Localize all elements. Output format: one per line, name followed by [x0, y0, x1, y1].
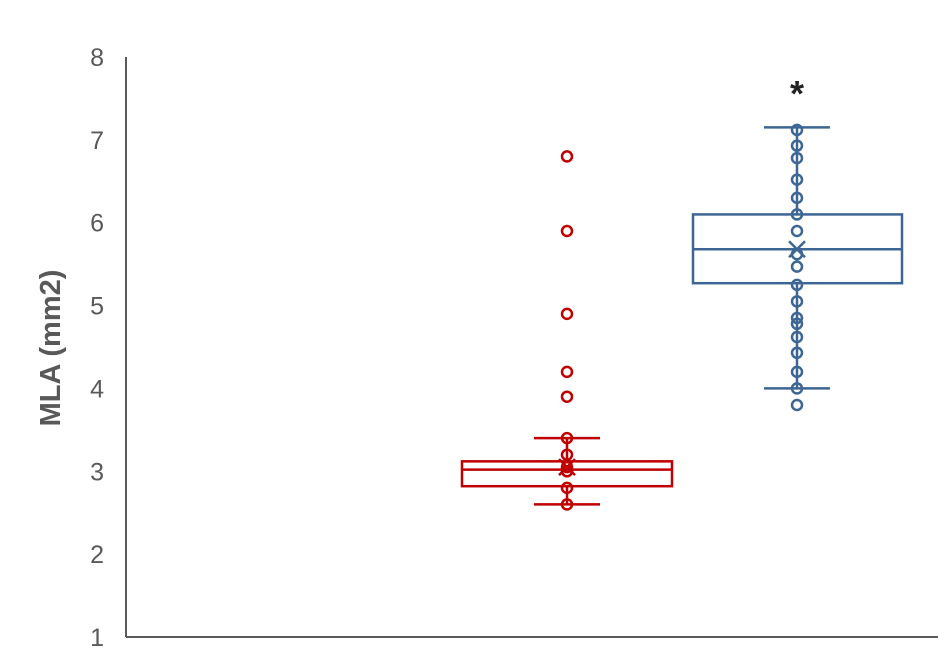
annotations: * — [790, 73, 804, 114]
y-tick-label: 3 — [90, 458, 104, 486]
data-point — [560, 460, 574, 474]
data-point — [790, 382, 804, 395]
y-tick-label: 4 — [90, 375, 104, 403]
box-series — [460, 123, 904, 511]
data-point — [790, 173, 804, 186]
data-point — [790, 295, 804, 308]
y-axis-title: MLA (mm2) — [35, 270, 67, 427]
y-tick-label: 7 — [90, 127, 104, 155]
data-point — [560, 307, 574, 321]
box-group-1 — [460, 150, 674, 511]
box-group-2 — [691, 123, 904, 412]
data-point — [790, 123, 804, 137]
data-point — [790, 317, 804, 331]
data-point — [790, 330, 804, 344]
y-tick-label: 8 — [90, 44, 104, 72]
y-tick-label: 5 — [90, 293, 104, 321]
data-point — [560, 224, 574, 238]
data-point — [560, 498, 574, 511]
data-point — [790, 208, 804, 221]
mean-marker — [558, 458, 576, 477]
data-point — [790, 398, 804, 412]
y-tick-label: 6 — [90, 210, 104, 238]
y-tick-label: 1 — [90, 624, 104, 652]
data-point — [790, 346, 804, 360]
data-point — [790, 151, 804, 165]
y-tick-labels: 1 2 3 4 5 6 7 8 — [90, 44, 104, 652]
data-point — [790, 278, 804, 292]
data-point — [790, 139, 804, 152]
data-point — [560, 448, 574, 461]
y-tick-label: 2 — [90, 541, 104, 569]
significance-asterisk: * — [790, 73, 804, 114]
data-point — [790, 260, 804, 273]
data-point — [790, 224, 804, 238]
data-point — [560, 390, 574, 403]
data-point — [560, 481, 574, 495]
data-point — [560, 431, 574, 445]
data-point — [560, 150, 574, 163]
data-point — [790, 191, 804, 205]
data-point — [790, 365, 804, 379]
data-point — [790, 311, 804, 325]
mean-marker — [788, 240, 806, 259]
data-point — [560, 365, 574, 379]
